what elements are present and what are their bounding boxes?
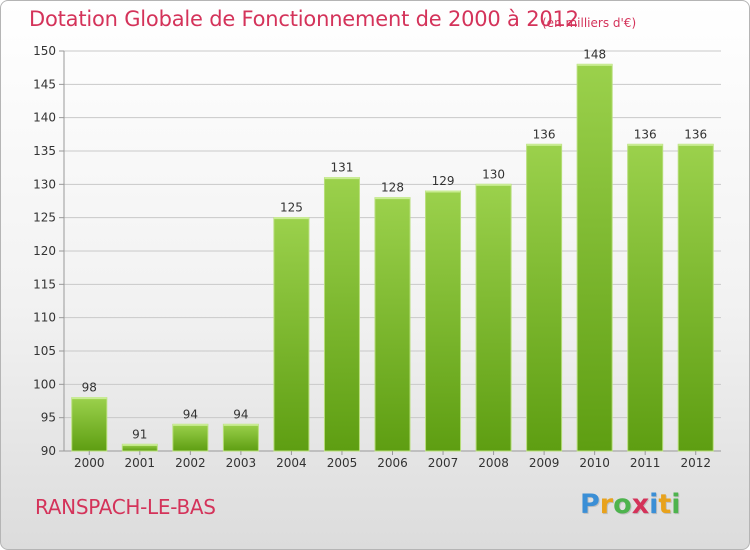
x-tick-label: 2009 bbox=[529, 456, 560, 470]
proxiti-logo[interactable]: Proxiti bbox=[580, 489, 681, 520]
y-tick-label: 130 bbox=[33, 177, 56, 191]
bar bbox=[576, 63, 613, 452]
data-label: 91 bbox=[132, 427, 147, 441]
data-label: 131 bbox=[331, 161, 354, 175]
bar bbox=[71, 397, 108, 452]
logo-letter: t bbox=[658, 489, 672, 520]
logo-letter: r bbox=[599, 489, 614, 520]
data-label: 136 bbox=[684, 127, 707, 141]
x-tick-label: 2000 bbox=[74, 456, 105, 470]
bar bbox=[374, 197, 411, 452]
data-label: 98 bbox=[82, 381, 97, 395]
logo-letter: i bbox=[671, 489, 681, 520]
y-tick-label: 105 bbox=[33, 344, 56, 358]
data-label: 136 bbox=[533, 127, 556, 141]
bar bbox=[475, 183, 512, 452]
bar bbox=[222, 423, 259, 452]
x-tick-label: 2006 bbox=[377, 456, 408, 470]
y-tick-label: 100 bbox=[33, 377, 56, 391]
y-tick-label: 95 bbox=[41, 411, 56, 425]
x-tick-label: 2002 bbox=[175, 456, 206, 470]
logo-letter: P bbox=[580, 489, 600, 520]
y-tick-label: 115 bbox=[33, 277, 56, 291]
chart-unit: (en milliers d'€) bbox=[542, 16, 637, 30]
x-tick-label: 2001 bbox=[125, 456, 156, 470]
bar bbox=[677, 143, 714, 452]
bar bbox=[425, 190, 462, 452]
data-label: 94 bbox=[233, 407, 248, 421]
x-tick-label: 2010 bbox=[579, 456, 610, 470]
y-tick-label: 125 bbox=[33, 211, 56, 225]
x-tick-label: 2012 bbox=[680, 456, 711, 470]
data-label: 129 bbox=[432, 174, 455, 188]
bar bbox=[273, 217, 310, 452]
logo-letter: i bbox=[649, 489, 659, 520]
data-label: 136 bbox=[634, 127, 657, 141]
x-tick-label: 2003 bbox=[226, 456, 257, 470]
data-label: 148 bbox=[583, 47, 606, 61]
x-tick-label: 2007 bbox=[428, 456, 459, 470]
logo-letter: o bbox=[613, 489, 632, 520]
x-tick-label: 2008 bbox=[478, 456, 509, 470]
bar bbox=[172, 423, 209, 452]
data-label: 94 bbox=[183, 407, 198, 421]
logo-letter: x bbox=[631, 489, 650, 520]
y-tick-label: 110 bbox=[33, 311, 56, 325]
bar bbox=[323, 177, 360, 452]
y-tick-label: 120 bbox=[33, 244, 56, 258]
x-tick-label: 2004 bbox=[276, 456, 307, 470]
y-tick-label: 145 bbox=[33, 77, 56, 91]
bar bbox=[627, 143, 664, 452]
y-tick-label: 140 bbox=[33, 111, 56, 125]
y-tick-label: 90 bbox=[41, 444, 56, 458]
chart-title: Dotation Globale de Fonctionnement de 20… bbox=[29, 7, 579, 31]
data-label: 130 bbox=[482, 167, 505, 181]
data-label: 128 bbox=[381, 181, 404, 195]
data-label: 125 bbox=[280, 201, 303, 215]
x-tick-label: 2005 bbox=[327, 456, 358, 470]
y-tick-label: 150 bbox=[33, 44, 56, 58]
bar bbox=[526, 143, 563, 452]
commune-name: RANSPACH-LE-BAS bbox=[35, 495, 216, 519]
x-tick-label: 2011 bbox=[630, 456, 661, 470]
y-tick-label: 135 bbox=[33, 144, 56, 158]
